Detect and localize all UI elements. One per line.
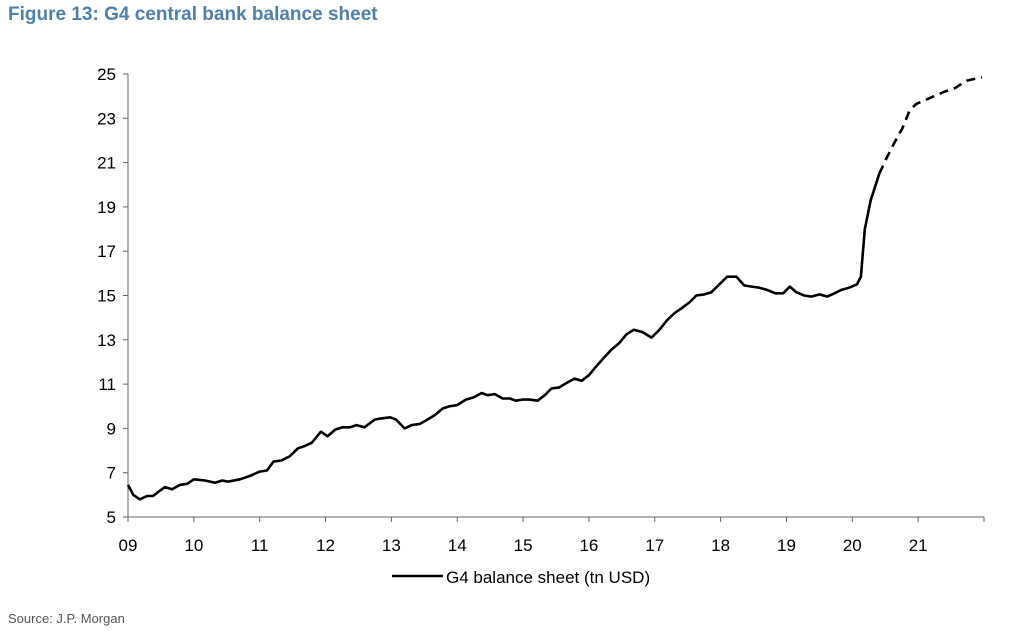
y-tick-label: 25 (97, 65, 116, 84)
series-line-forecast (878, 76, 983, 175)
x-tick-label: 10 (184, 536, 203, 555)
x-tick-label: 21 (909, 536, 928, 555)
x-tick-label: 19 (777, 536, 796, 555)
x-tick-label: 14 (448, 536, 467, 555)
y-tick-label: 9 (107, 419, 116, 438)
x-tick-label: 16 (579, 536, 598, 555)
series-line-g4-balance-sheet (126, 173, 881, 501)
y-tick-label: 15 (97, 287, 116, 306)
legend-label: G4 balance sheet (tn USD) (446, 568, 650, 587)
y-tick-label: 11 (98, 375, 116, 394)
x-tick-label: 15 (514, 536, 533, 555)
y-tick-label: 23 (97, 109, 116, 128)
x-tick-label: 12 (316, 536, 335, 555)
x-tick-label: 09 (119, 536, 138, 555)
x-tick-label: 20 (843, 536, 862, 555)
y-tick-label: 5 (107, 508, 116, 527)
source-note: Source: J.P. Morgan (8, 611, 125, 626)
y-tick-label: 13 (97, 331, 116, 350)
y-tick-label: 17 (97, 242, 116, 261)
chart-title: Figure 13: G4 central bank balance sheet (8, 4, 378, 25)
y-tick-label: 21 (97, 154, 116, 173)
x-tick-label: 18 (711, 536, 730, 555)
y-tick-label: 7 (107, 464, 116, 483)
x-tick-label: 11 (251, 536, 269, 555)
y-tick-label: 19 (97, 198, 116, 217)
x-tick-label: 13 (382, 536, 401, 555)
x-tick-label: 17 (645, 536, 664, 555)
